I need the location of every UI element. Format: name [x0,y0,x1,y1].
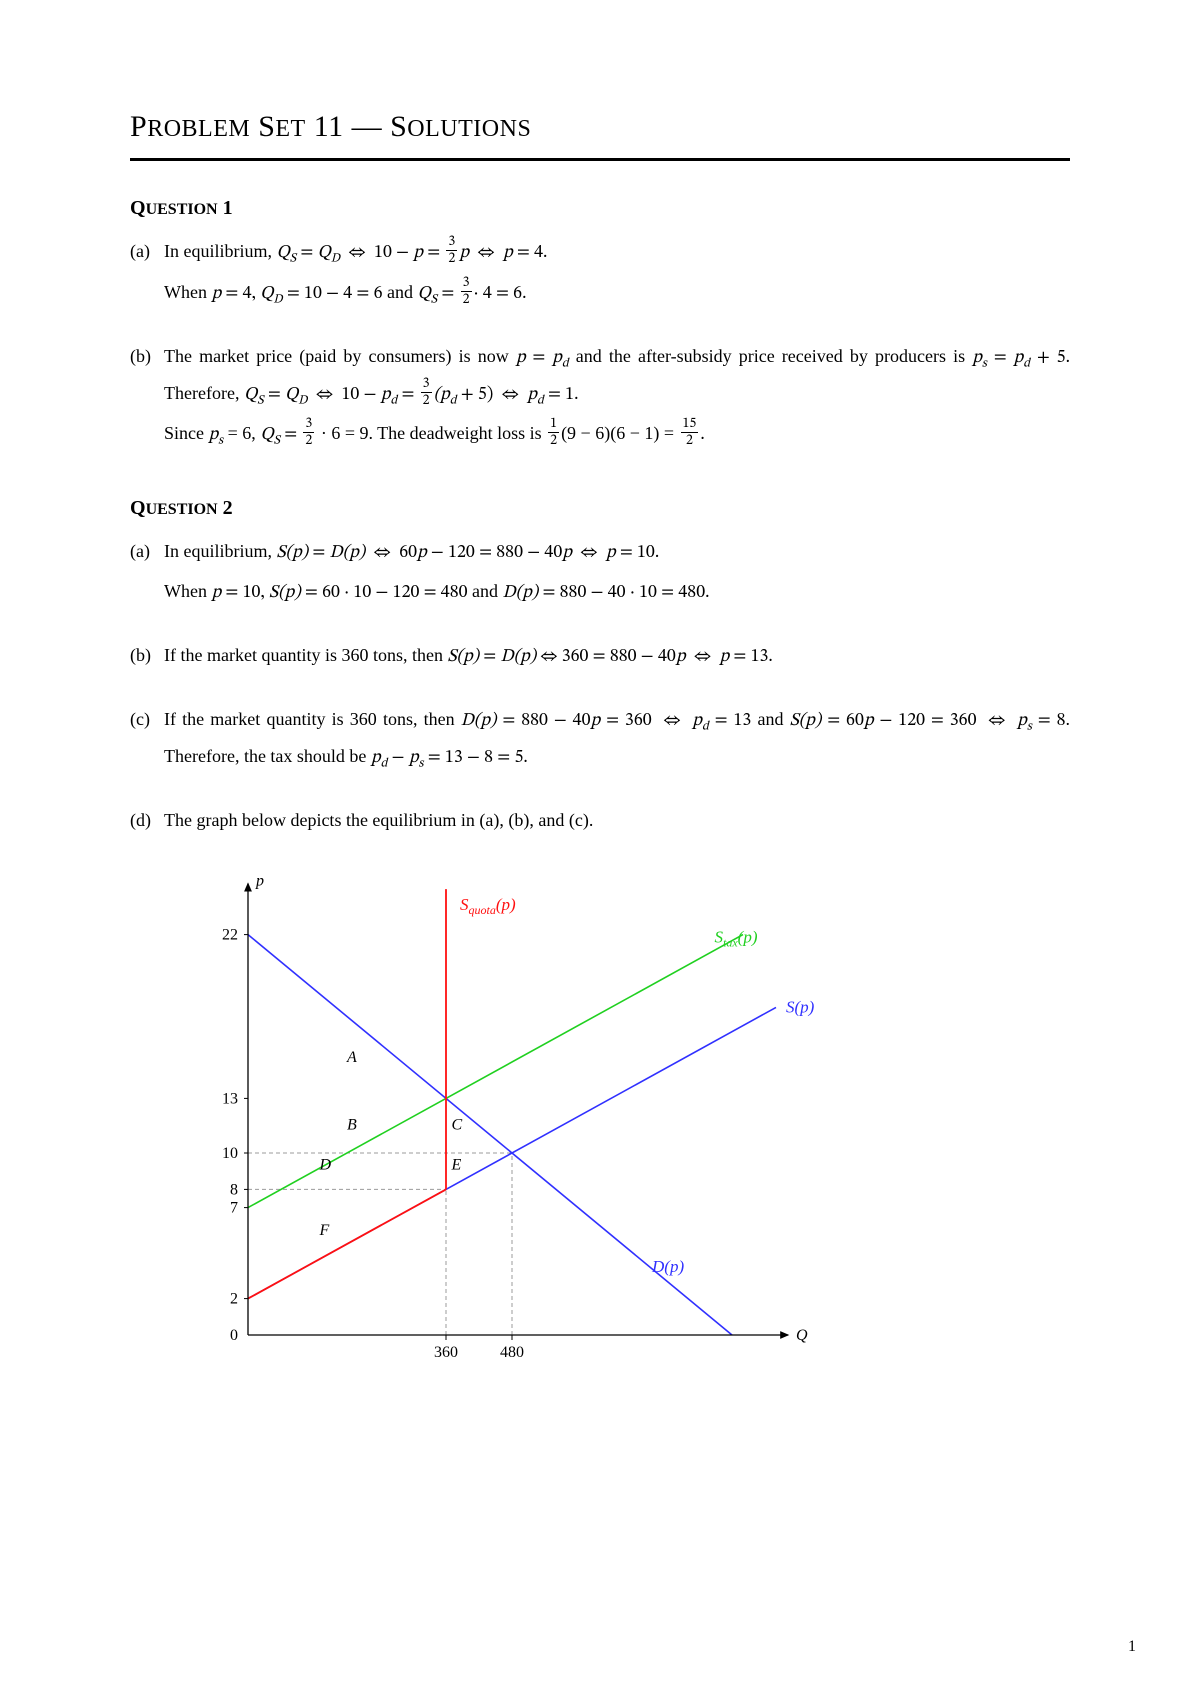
svg-text:Stax(p): Stax(p) [715,928,758,950]
q1-a: (a) In equilibrium, QS = QD ⇔ 10 − p = 3… [130,234,1070,311]
svg-text:480: 480 [500,1344,524,1361]
math: S(p) = D(p) ⇔ 60p − 120 = 880 − 40p ⇔ p … [276,544,659,562]
item-label: (a) [130,534,164,610]
math: QS = QD ⇔ 10 − pd = 32(pd + 5) ⇔ pd = 1. [244,386,579,404]
text: In equilibrium, [164,541,276,561]
text: The market price (paid by consumers) is … [164,346,516,366]
page-number: 1 [1128,1638,1136,1656]
svg-text:A: A [346,1049,357,1066]
chart: 0 2 78 10 13 22 360 480 p Q D(p) S(p) Stax(p) Squota(… [178,865,1070,1400]
math: QS = 32· 4 = 6. [418,285,527,303]
title-rule [130,158,1070,161]
item-label: (b) [130,638,164,674]
item-body: In equilibrium, S(p) = D(p) ⇔ 60p − 120 … [164,534,1070,610]
page: PROBLEM SET 11 — SOLUTIONS QUESTION 1 (a… [0,0,1200,1698]
math: p = 10, S(p) = 60 · 10 − 120 = 480 [211,584,467,602]
svg-text:p: p [255,873,264,890]
svg-text:13: 13 [222,1091,238,1108]
text: (9 − 6)(6 − 1) = [561,423,678,443]
svg-text:10: 10 [222,1145,238,1162]
svg-text:22: 22 [222,927,238,944]
math: pd − ps = 13 − 8 = 5. [371,749,528,767]
text: Since ps = 6, QS = 32 · 6 = 9. The deadw… [164,416,1070,453]
math: p = pd [516,349,569,367]
text: When [164,282,211,302]
q2-heading: QUESTION 2 [130,497,1070,520]
text: When [164,581,211,601]
math: p = 4, QD = 10 − 4 = 6 [211,285,382,303]
math: S(p) = D(p) ⇔ 360 = 880 − 40p ⇔ p = 13. [447,648,772,666]
page-title: PROBLEM SET 11 — SOLUTIONS [130,110,1070,144]
math: S(p) = 60p − 120 = 360 ⇔ ps = 8 [790,712,1066,730]
svg-text:F: F [319,1222,330,1239]
q1-heading: QUESTION 1 [130,197,1070,220]
q1-b: (b) The market price (paid by consumers)… [130,339,1070,453]
item-body: The market price (paid by consumers) is … [164,339,1070,453]
math: ps [209,426,224,444]
text: In equilibrium, [164,241,276,261]
q2-b: (b) If the market quantity is 360 tons, … [130,638,1070,674]
svg-text:E: E [451,1157,462,1174]
item-label: (d) [130,803,164,837]
math: ps = pd + 5. [972,349,1070,367]
math: 152. [679,426,705,444]
text: and the after-subsidy price received by … [576,346,972,366]
item-label: (a) [130,234,164,311]
text: If the market quantity is 360 tons, then [164,709,461,729]
svg-text:7: 7 [230,1200,238,1217]
item-body: If the market quantity is 360 tons, then… [164,638,1070,674]
text: When p = 4, QD = 10 − 4 = 6 and QS = 32·… [164,275,1070,312]
svg-text:S(p): S(p) [786,998,815,1017]
item-body: If the market quantity is 360 tons, then… [164,702,1070,775]
math: D(p) = 880 − 40p = 360 ⇔ pd = 13 [461,712,752,730]
text: If the market quantity is 360 tons, then [164,645,447,665]
svg-text:D(p): D(p) [651,1258,684,1277]
svg-text:360: 360 [434,1344,458,1361]
svg-text:8: 8 [230,1182,238,1199]
svg-text:C: C [452,1117,463,1134]
item-body: The graph below depicts the equilibrium … [164,803,1070,837]
item-label: (c) [130,702,164,775]
svg-text:0: 0 [230,1327,238,1344]
svg-text:2: 2 [230,1291,238,1308]
chart-svg: 0 2 78 10 13 22 360 480 p Q D(p) S(p) Stax(p) Squota(… [178,865,838,1395]
item-body: In equilibrium, QS = QD ⇔ 10 − p = 32p ⇔… [164,234,1070,311]
svg-text:Squota(p): Squota(p) [460,896,516,918]
math: 12 [546,426,561,444]
math: QS = 32 [260,426,316,444]
q2-d: (d) The graph below depicts the equilibr… [130,803,1070,837]
text: · 6 = 9. The deadweight loss is [316,423,546,443]
math: D(p) = 880 − 40 · 10 = 480. [503,584,710,602]
q2-a: (a) In equilibrium, S(p) = D(p) ⇔ 60p − … [130,534,1070,610]
svg-text:D: D [319,1157,332,1174]
svg-text:B: B [347,1117,357,1134]
text: = 6, [223,423,260,443]
svg-text:Q: Q [796,1327,808,1344]
math: QS = QD ⇔ 10 − p = 32p ⇔ p = 4. [276,244,547,262]
text: Since [164,423,209,443]
text: The graph below depicts the equilibrium … [164,810,593,830]
item-label: (b) [130,339,164,453]
q2-c: (c) If the market quantity is 360 tons, … [130,702,1070,775]
text: When p = 10, S(p) = 60 · 10 − 120 = 480 … [164,574,1070,610]
